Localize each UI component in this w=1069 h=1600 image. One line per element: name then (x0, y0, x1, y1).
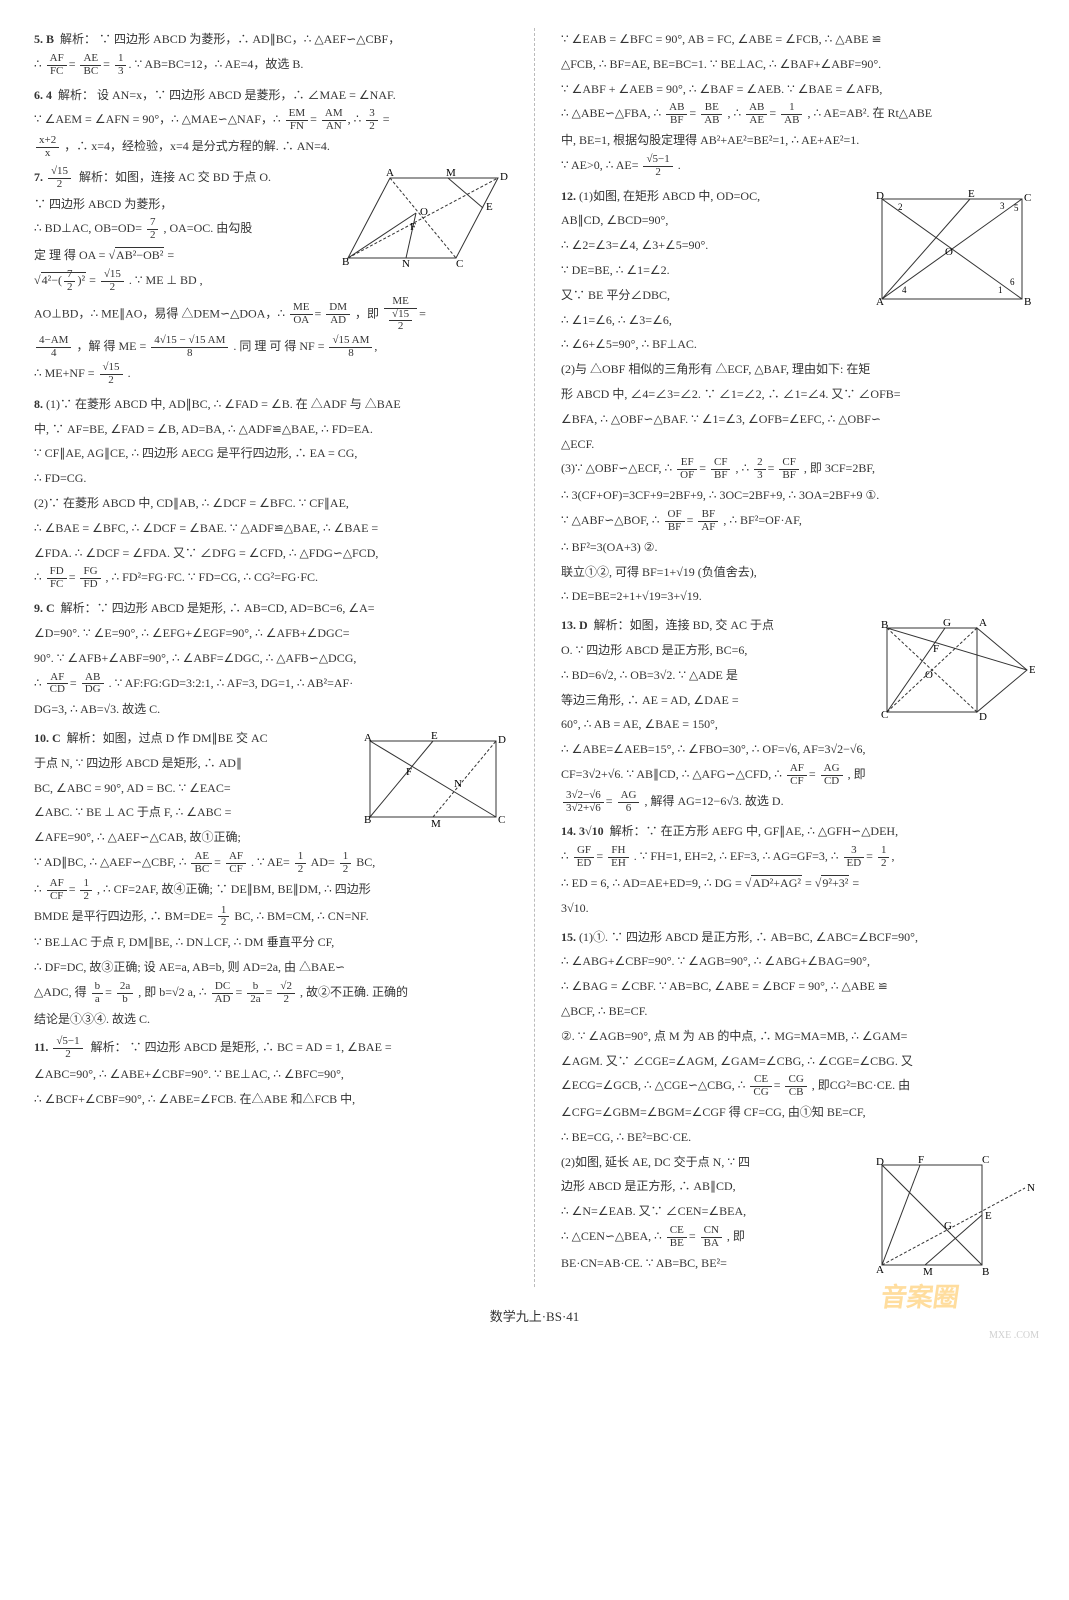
item-15: 15. (1)①. ∵ 四边形 ABCD 是正方形, ∴ AB=BC, ∠ABC… (561, 926, 1035, 1275)
svg-text:B: B (364, 814, 371, 826)
svg-text:B: B (881, 619, 888, 631)
q5-num: 5. B (34, 32, 54, 46)
svg-text:2: 2 (898, 202, 903, 212)
svg-text:F: F (410, 221, 416, 233)
q6-l2: ∵ ∠AEM = ∠AFN = 90°，∴ △MAE∽△NAF，∴ (34, 112, 281, 126)
q7-num: 7. (34, 170, 43, 184)
q11-num: 11. (34, 1041, 48, 1055)
q6-l1: 设 AN=x，∵ 四边形 ABCD 是菱形，∴ ∠MAE = ∠NAF. (97, 88, 396, 102)
item-5: 5. B 解析： ∵ 四边形 ABCD 为菱形，∴ AD∥BC，∴ △AEF∽△… (34, 28, 508, 78)
svg-text:C: C (498, 814, 505, 826)
svg-text:E: E (968, 188, 975, 200)
item-10: A E D F N B M C 10. C 解析：如图，过点 D 作 DM∥BE… (34, 727, 508, 1030)
q13-num: 13. D (561, 618, 588, 632)
item-9: 9. C 解析：∵ 四边形 ABCD 是矩形, ∴ AB=CD, AD=BC=6… (34, 597, 508, 721)
svg-text:G: G (944, 1220, 952, 1232)
svg-text:F: F (918, 1154, 924, 1166)
svg-text:D: D (979, 711, 987, 723)
q5-l2: ∵ AB=BC=12，∴ AE=4，故选 B. (134, 57, 303, 71)
item-12: D E C O A B 2 3 5 6 1 4 12. (1)如图, 在矩形 A… (561, 185, 1035, 608)
svg-text:C: C (1024, 192, 1031, 204)
q6-tag: 解析： (58, 88, 94, 102)
svg-text:A: A (979, 617, 987, 629)
q14-num: 14. 3√10 (561, 824, 604, 838)
q15-num: 15. (561, 930, 576, 944)
q6-l4: ，∴ x=4，经检验，x=4 是分式方程的解. ∴ AN=4. (64, 139, 330, 153)
svg-text:B: B (342, 256, 349, 268)
figure-12: D E C O A B 2 3 5 6 1 4 (870, 187, 1035, 312)
svg-text:M: M (446, 168, 456, 179)
item-11c: ∵ ∠EAB = ∠BFC = 90°, AB = FC, ∠ABE = ∠FC… (561, 28, 1035, 179)
figure-10: A E D F N B M C (358, 729, 508, 829)
svg-text:D: D (876, 1156, 884, 1168)
item-8: 8. (1)∵ 在菱形 ABCD 中, AD∥BC, ∴ ∠FAD = ∠B. … (34, 393, 508, 591)
figure-7: A M D E O F B N C (338, 168, 508, 268)
q5-l1: ∵ 四边形 ABCD 为菱形，∴ AD∥BC，∴ △AEF∽△CBF， (99, 32, 400, 46)
figure-13: B G A F O E C D (875, 616, 1035, 726)
svg-text:O: O (420, 206, 428, 218)
watermark-logo: 音案圈 (878, 1273, 963, 1322)
item-6: 6. 4 解析： 设 AN=x，∵ 四边形 ABCD 是菱形，∴ ∠MAE = … (34, 84, 508, 160)
svg-text:F: F (406, 766, 412, 778)
q7-tag: 解析：如图，连接 AC 交 BD 于点 O. (79, 170, 271, 184)
svg-text:D: D (500, 171, 508, 183)
svg-text:5: 5 (1014, 203, 1019, 213)
svg-text:A: A (364, 732, 372, 744)
svg-text:4: 4 (902, 285, 907, 295)
q5-tag: 解析： (60, 32, 96, 46)
q12-num: 12. (561, 189, 576, 203)
svg-text:C: C (982, 1154, 989, 1166)
svg-text:6: 6 (1010, 277, 1015, 287)
q10-num: 10. C (34, 731, 61, 745)
svg-text:D: D (498, 734, 506, 746)
svg-text:O: O (925, 669, 933, 681)
svg-text:N: N (1027, 1182, 1035, 1194)
svg-text:E: E (985, 1210, 992, 1222)
svg-text:F: F (933, 643, 939, 655)
svg-text:A: A (876, 296, 884, 308)
svg-text:D: D (876, 190, 884, 202)
q8-num: 8. (34, 397, 43, 411)
right-column: ∵ ∠EAB = ∠BFC = 90°, AB = FC, ∠ABE = ∠FC… (561, 28, 1035, 1287)
svg-text:B: B (1024, 296, 1031, 308)
q6-num: 6. 4 (34, 88, 52, 102)
svg-text:E: E (1029, 664, 1035, 676)
svg-text:O: O (945, 246, 953, 258)
svg-text:N: N (402, 258, 410, 268)
svg-text:B: B (982, 1266, 989, 1278)
svg-text:N: N (454, 778, 462, 790)
column-divider (534, 28, 535, 1287)
svg-text:E: E (431, 730, 438, 742)
svg-text:M: M (431, 818, 441, 829)
item-7: A M D E O F B N C 7. √152 解析：如图，连接 AC 交 … (34, 166, 508, 387)
figure-15: D F C N E G A M B (870, 1153, 1035, 1283)
watermark-text: MXE .COM (989, 1326, 1039, 1345)
svg-text:A: A (386, 168, 394, 179)
q9-num: 9. C (34, 601, 55, 615)
svg-text:C: C (456, 258, 463, 268)
item-13: B G A F O E C D 13. D 解析：如图，连接 BD, 交 AC … (561, 614, 1035, 814)
left-column: 5. B 解析： ∵ 四边形 ABCD 为菱形，∴ AD∥BC，∴ △AEF∽△… (34, 28, 508, 1287)
svg-text:G: G (943, 617, 951, 629)
item-11: 11. √5−12 解析： ∵ 四边形 ABCD 是矩形, ∴ BC = AD … (34, 1036, 508, 1110)
svg-text:A: A (876, 1264, 884, 1276)
svg-text:C: C (881, 709, 888, 721)
svg-text:1: 1 (998, 285, 1003, 295)
svg-text:E: E (486, 201, 493, 213)
item-14: 14. 3√10 解析：∵ 在正方形 AEFG 中, GF∥AE, ∴ △GFH… (561, 820, 1035, 919)
svg-text:3: 3 (1000, 201, 1005, 211)
